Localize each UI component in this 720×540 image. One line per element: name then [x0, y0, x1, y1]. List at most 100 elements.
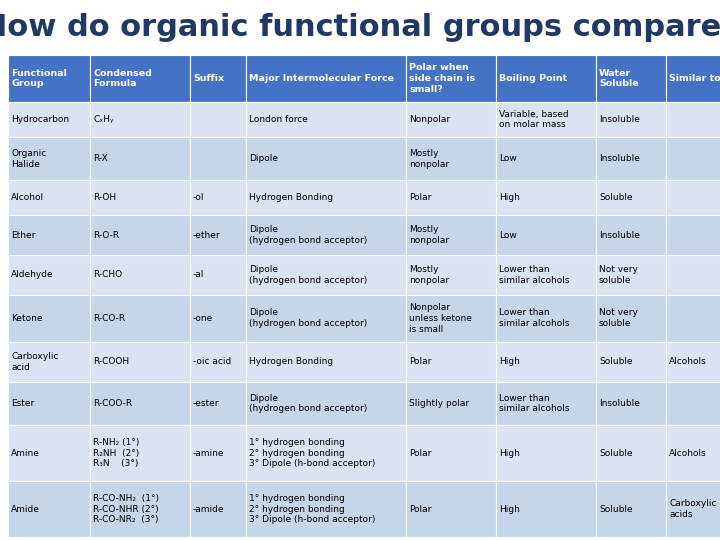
Bar	[666, 481, 720, 537]
Bar	[8, 137, 90, 180]
Bar	[8, 425, 90, 481]
Bar	[496, 295, 596, 342]
Text: Nonpolar
unless ketone
is small: Nonpolar unless ketone is small	[409, 303, 472, 334]
Text: Dipole: Dipole	[249, 154, 278, 163]
Text: Polar: Polar	[409, 449, 431, 457]
Bar	[90, 425, 190, 481]
Text: Suffix: Suffix	[193, 74, 224, 83]
Text: -amine: -amine	[193, 449, 225, 457]
Bar	[406, 137, 496, 180]
Bar	[90, 342, 190, 382]
Bar	[496, 342, 596, 382]
Text: R-CHO: R-CHO	[93, 271, 122, 279]
Text: Mostly
nonpolar: Mostly nonpolar	[409, 149, 449, 168]
Text: Nonpolar: Nonpolar	[409, 115, 450, 124]
Bar	[406, 425, 496, 481]
Bar	[666, 137, 720, 180]
Bar	[666, 425, 720, 481]
Text: London force: London force	[249, 115, 308, 124]
Bar	[246, 255, 406, 295]
Text: R-X: R-X	[93, 154, 108, 163]
Text: Polar: Polar	[409, 357, 431, 366]
Bar	[246, 137, 406, 180]
Bar	[596, 215, 666, 255]
Text: Similar to: Similar to	[669, 74, 720, 83]
Text: R-CO-R: R-CO-R	[93, 314, 125, 323]
Text: Hydrogen Bonding: Hydrogen Bonding	[249, 193, 333, 202]
Bar	[496, 425, 596, 481]
Text: Water
Soluble: Water Soluble	[599, 69, 639, 89]
Bar	[190, 137, 246, 180]
Bar	[90, 180, 190, 215]
Bar	[406, 255, 496, 295]
Text: R-O-R: R-O-R	[93, 231, 119, 240]
Bar	[666, 180, 720, 215]
Bar	[496, 255, 596, 295]
Bar	[8, 102, 90, 137]
Text: Condensed
Formula: Condensed Formula	[93, 69, 152, 89]
Bar	[496, 481, 596, 537]
Text: Carboxylic
acid: Carboxylic acid	[11, 352, 58, 372]
Text: Soluble: Soluble	[599, 357, 633, 366]
Text: Ether: Ether	[11, 231, 35, 240]
Bar	[596, 342, 666, 382]
Bar	[190, 55, 246, 102]
Text: Polar: Polar	[409, 504, 431, 514]
Bar	[8, 255, 90, 295]
Bar	[90, 481, 190, 537]
Bar	[496, 180, 596, 215]
Text: Alcohols: Alcohols	[669, 449, 707, 457]
Bar	[596, 102, 666, 137]
Text: Soluble: Soluble	[599, 193, 633, 202]
Bar	[596, 425, 666, 481]
Text: Organic
Halide: Organic Halide	[11, 149, 46, 168]
Bar	[406, 481, 496, 537]
Bar	[666, 382, 720, 425]
Bar	[190, 481, 246, 537]
Text: Alcohols: Alcohols	[669, 357, 707, 366]
Bar	[246, 295, 406, 342]
Bar	[190, 342, 246, 382]
Bar	[496, 102, 596, 137]
Text: Soluble: Soluble	[599, 449, 633, 457]
Bar	[90, 295, 190, 342]
Bar	[596, 481, 666, 537]
Text: Dipole
(hydrogen bond acceptor): Dipole (hydrogen bond acceptor)	[249, 394, 367, 413]
Text: R-CO-NH₂  (1°)
R-CO-NHR (2°)
R-CO-NR₂  (3°): R-CO-NH₂ (1°) R-CO-NHR (2°) R-CO-NR₂ (3°…	[93, 494, 159, 524]
Text: Insoluble: Insoluble	[599, 399, 640, 408]
Bar	[190, 295, 246, 342]
Text: Ketone: Ketone	[11, 314, 42, 323]
Bar	[406, 295, 496, 342]
Text: Lower than
similar alcohols: Lower than similar alcohols	[499, 265, 570, 285]
Bar	[596, 137, 666, 180]
Bar	[90, 382, 190, 425]
Text: Aldehyde: Aldehyde	[11, 271, 53, 279]
Bar	[8, 295, 90, 342]
Text: Mostly
nonpolar: Mostly nonpolar	[409, 225, 449, 245]
Text: -al: -al	[193, 271, 204, 279]
Bar	[8, 382, 90, 425]
Bar	[496, 137, 596, 180]
Text: Low: Low	[499, 154, 517, 163]
Bar	[90, 215, 190, 255]
Text: Lower than
similar alcohols: Lower than similar alcohols	[499, 394, 570, 413]
Bar	[596, 255, 666, 295]
Text: Insoluble: Insoluble	[599, 154, 640, 163]
Text: Boiling Point: Boiling Point	[499, 74, 567, 83]
Bar	[406, 102, 496, 137]
Text: R-COO-R: R-COO-R	[93, 399, 132, 408]
Text: Mostly
nonpolar: Mostly nonpolar	[409, 265, 449, 285]
Bar	[406, 382, 496, 425]
Text: Insoluble: Insoluble	[599, 231, 640, 240]
Bar	[596, 382, 666, 425]
Bar	[496, 382, 596, 425]
Text: CₓHᵧ: CₓHᵧ	[93, 115, 113, 124]
Text: -oic acid: -oic acid	[193, 357, 231, 366]
Bar	[666, 295, 720, 342]
Text: Ester: Ester	[11, 399, 35, 408]
Bar	[246, 425, 406, 481]
Bar	[406, 215, 496, 255]
Text: Dipole
(hydrogen bond acceptor): Dipole (hydrogen bond acceptor)	[249, 225, 367, 245]
Bar	[496, 55, 596, 102]
Text: Amide: Amide	[11, 504, 40, 514]
